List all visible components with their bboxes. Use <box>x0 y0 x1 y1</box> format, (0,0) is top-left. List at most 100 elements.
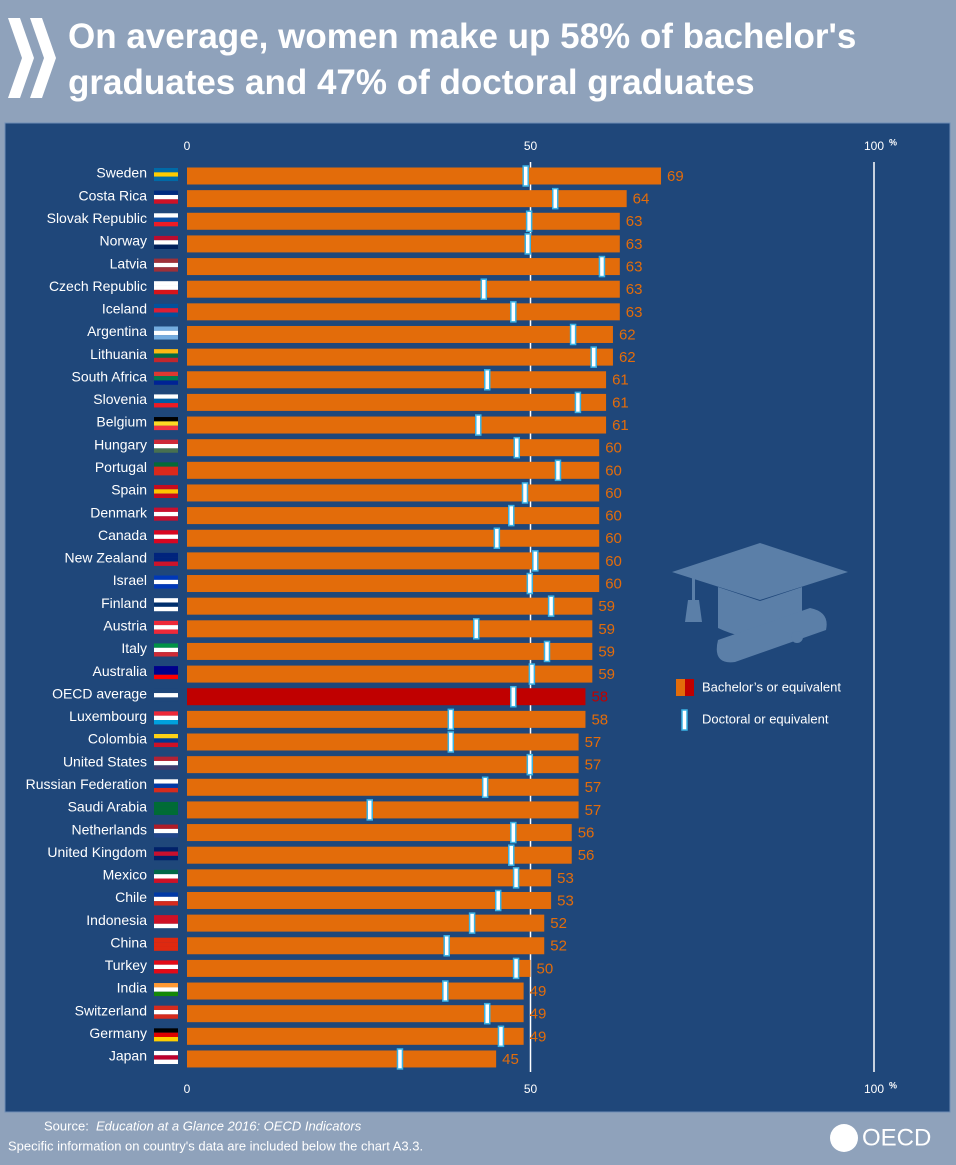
flag <box>154 439 178 445</box>
logo-chevron <box>30 18 56 98</box>
flag <box>154 643 178 648</box>
flag <box>154 289 178 295</box>
flag <box>154 851 178 856</box>
flag <box>154 371 178 377</box>
doctoral-marker <box>510 301 517 323</box>
legend-swatch <box>681 709 688 731</box>
category-label: Latvia <box>110 255 148 271</box>
doctoral-marker <box>480 278 488 300</box>
flag <box>154 946 178 951</box>
bar <box>187 597 593 615</box>
flag <box>154 942 178 947</box>
bar <box>187 620 593 638</box>
bar <box>187 348 613 366</box>
value-label: 56 <box>578 847 595 864</box>
flag <box>154 828 178 834</box>
category-label: Indonesia <box>86 912 147 928</box>
doctoral-marker <box>447 708 455 731</box>
flag <box>154 217 178 223</box>
value-label: 58 <box>591 689 608 706</box>
flag <box>154 1032 178 1038</box>
flag <box>154 1055 178 1060</box>
flag <box>154 987 178 992</box>
category-label: Denmark <box>90 504 148 520</box>
doctoral-marker <box>574 391 582 414</box>
flag <box>154 262 178 268</box>
doctoral-marker <box>526 572 534 595</box>
value-label: 52 <box>550 938 567 955</box>
value-label: 61 <box>612 372 629 389</box>
bar <box>187 959 531 977</box>
category-label: Portugal <box>95 459 147 475</box>
flag <box>154 760 178 766</box>
category-label: Slovenia <box>93 391 147 407</box>
bar <box>187 235 620 253</box>
bar <box>187 982 524 1000</box>
category-label: Czech Republic <box>49 278 147 294</box>
x-unit: % <box>889 1080 897 1090</box>
value-label: 61 <box>612 394 629 411</box>
doctoral-marker <box>494 889 502 912</box>
legend-label: Bachelor’s or equivalent <box>702 679 841 694</box>
flag <box>154 892 178 897</box>
doctoral-marker <box>510 821 517 844</box>
value-label: 60 <box>605 530 622 547</box>
legend-swatch <box>685 679 694 696</box>
flag <box>154 1036 178 1042</box>
flag <box>154 403 178 408</box>
flag <box>154 969 178 974</box>
doctoral-marker <box>522 165 529 187</box>
doctoral-marker <box>590 346 597 368</box>
doctoral-marker <box>396 1048 404 1070</box>
bar <box>187 416 607 434</box>
bar <box>187 688 586 706</box>
value-label: 45 <box>502 1051 519 1068</box>
category-label: Israel <box>113 572 147 588</box>
flag <box>154 756 178 762</box>
value-label: 63 <box>626 281 643 298</box>
flag <box>154 666 178 671</box>
flag <box>154 552 178 558</box>
category-label: Austria <box>103 618 147 634</box>
x-tick-label: 100 <box>864 1082 884 1096</box>
doctoral-marker <box>551 187 559 210</box>
flag <box>154 720 178 725</box>
flag <box>154 417 178 422</box>
value-label: 49 <box>530 1006 547 1023</box>
bar <box>187 258 620 276</box>
doctoral-marker <box>483 369 491 391</box>
flag <box>154 516 178 521</box>
bar <box>187 824 572 842</box>
chart-title: On average, women make up 58% of bachelo… <box>68 17 857 102</box>
flag <box>154 462 178 467</box>
bar <box>187 190 627 208</box>
flag <box>154 734 178 739</box>
graduation-icon <box>672 543 848 663</box>
doctoral-marker <box>524 233 532 255</box>
value-label: 53 <box>557 870 574 887</box>
bar <box>187 1027 524 1045</box>
value-label: 62 <box>619 349 636 366</box>
bar <box>187 371 607 389</box>
flag <box>154 484 178 490</box>
category-label: Sweden <box>96 165 147 181</box>
bar <box>187 461 600 479</box>
bar <box>187 665 593 683</box>
value-label: 60 <box>605 508 622 525</box>
flag <box>154 357 178 363</box>
category-label: Costa Rica <box>79 187 148 203</box>
value-label: 49 <box>530 983 547 1000</box>
flag <box>154 896 178 902</box>
flag <box>154 602 178 607</box>
doctoral-marker <box>447 731 455 753</box>
flag <box>154 511 178 517</box>
source-title: Education at a Glance 2016: OECD Indicat… <box>96 1118 362 1133</box>
doctoral-marker <box>472 618 480 640</box>
bar <box>187 303 620 321</box>
bar <box>187 484 600 502</box>
x-tick-label: 0 <box>184 1082 191 1096</box>
category-label: Spain <box>111 482 147 498</box>
doctoral-marker <box>513 436 521 459</box>
flag <box>154 213 178 218</box>
category-label: Slovak Republic <box>47 210 147 226</box>
